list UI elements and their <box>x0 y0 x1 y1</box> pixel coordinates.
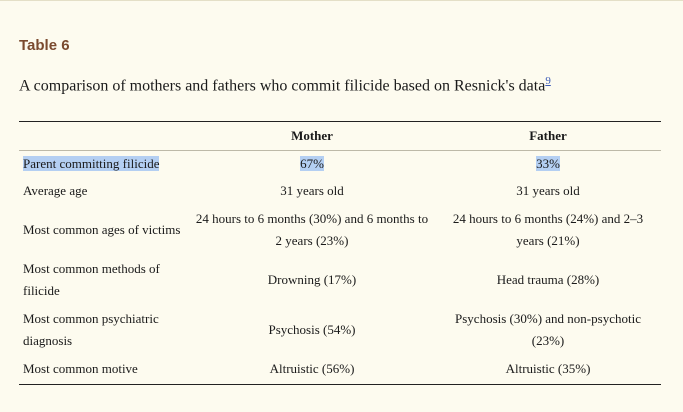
father-value: 24 hours to 6 months (24%) and 2–3 years… <box>452 210 644 248</box>
father-value: 33% <box>435 151 661 177</box>
caption-text: A comparison of mothers and fathers who … <box>19 77 546 95</box>
table-row: Most common motive Altruistic (56%) Altr… <box>19 355 661 385</box>
mother-value: 31 years old <box>280 182 344 198</box>
mother-value: Psychosis (54%) <box>268 321 356 337</box>
row-label: Most common methods of filicide <box>23 260 160 298</box>
mother-value-text: 67% <box>300 155 324 171</box>
mother-value: 24 hours to 6 months (30%) and 6 months … <box>195 210 429 248</box>
row-label-text: Parent committing filicide <box>23 155 160 171</box>
row-label: Parent committing filicide <box>19 151 189 177</box>
top-divider <box>0 0 683 1</box>
table-row: Parent committing filicide 67% 33% <box>19 151 661 177</box>
father-value: 31 years old <box>516 182 580 198</box>
header-father: Father <box>435 121 661 151</box>
father-value-text: 33% <box>536 155 560 171</box>
row-label: Average age <box>23 182 88 198</box>
mother-value: 67% <box>189 151 435 177</box>
mother-value: Altruistic (56%) <box>269 361 355 377</box>
table-row: Average age 31 years old 31 years old <box>19 177 661 205</box>
table-row: Most common psychiatric diagnosis Psycho… <box>19 305 661 355</box>
table-caption: A comparison of mothers and fathers who … <box>19 72 551 95</box>
table-label: Table 6 <box>19 37 70 54</box>
header-mother: Mother <box>189 121 435 151</box>
reference-link[interactable]: 9 <box>545 75 551 87</box>
comparison-table: Mother Father Parent committing filicide… <box>19 121 661 385</box>
row-label: Most common motive <box>23 361 138 377</box>
table-row: Most common methods of filicide Drowning… <box>19 255 661 305</box>
table-row: Most common ages of victims 24 hours to … <box>19 205 661 255</box>
mother-value: Drowning (17%) <box>267 271 357 287</box>
father-value: Head trauma (28%) <box>496 271 600 287</box>
row-label: Most common ages of victims <box>23 221 181 237</box>
header-empty <box>19 121 189 151</box>
table-header-row: Mother Father <box>19 121 661 151</box>
father-value: Psychosis (30%) and non-psychotic (23%) <box>455 310 641 348</box>
row-label: Most common psychiatric diagnosis <box>23 310 159 348</box>
father-value: Altruistic (35%) <box>505 361 591 377</box>
